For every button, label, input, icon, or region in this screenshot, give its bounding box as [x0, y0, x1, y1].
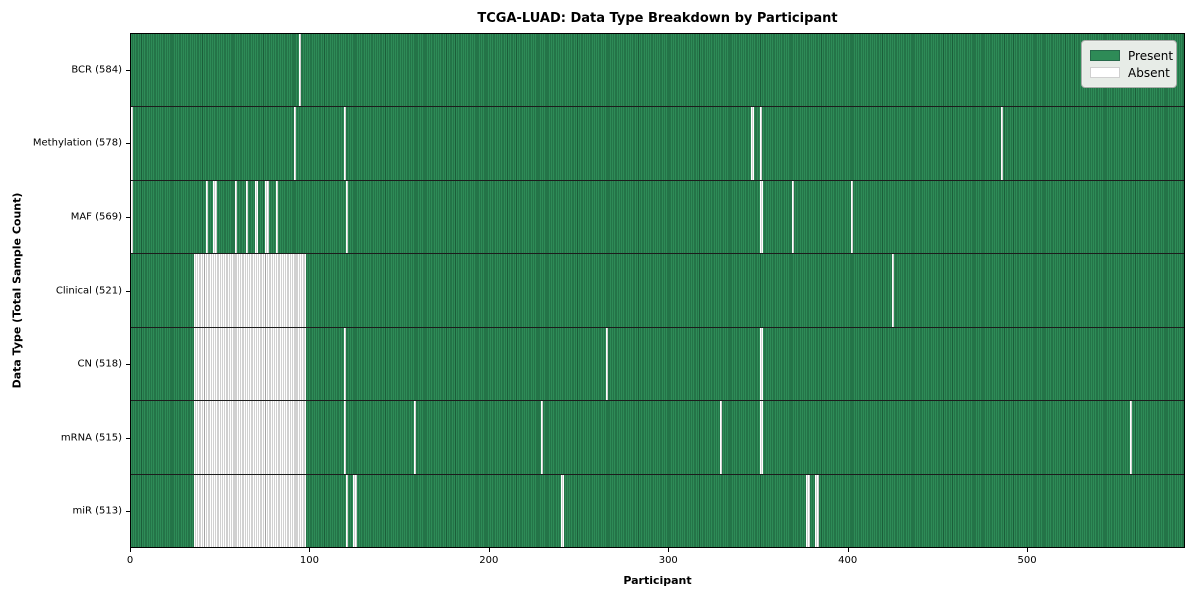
chart-title: TCGA-LUAD: Data Type Breakdown by Partic… — [477, 11, 838, 26]
y-tick-mark — [126, 511, 130, 513]
absent-segment — [759, 401, 764, 474]
absent-segment — [750, 107, 755, 180]
absent-segment — [541, 401, 544, 474]
absent-segment — [850, 180, 853, 254]
x-tick-mark — [130, 548, 131, 552]
legend-entry-present: Present — [1090, 47, 1173, 64]
absent-segment — [791, 180, 794, 254]
plot-area — [130, 33, 1185, 548]
absent-segment — [344, 107, 347, 180]
y-tick-label-maf: MAF (569) — [70, 211, 122, 223]
absent-segment — [254, 180, 259, 254]
absent-segment — [759, 107, 762, 180]
absent-segment — [131, 107, 133, 180]
y-tick-mark — [126, 290, 130, 292]
x-tick-label-0: 0 — [126, 555, 134, 566]
heatmap-row-bcr — [131, 34, 1184, 108]
y-tick-mark — [126, 216, 130, 218]
absent-segment — [213, 180, 217, 254]
legend-label: Present — [1128, 48, 1174, 63]
x-tick-label-400: 400 — [838, 555, 858, 566]
absent-segment — [892, 254, 895, 327]
absent-segment — [720, 401, 723, 474]
x-tick-label-100: 100 — [299, 555, 319, 566]
absent-segment — [345, 474, 348, 547]
absent-segment — [234, 180, 237, 254]
x-tick-label-300: 300 — [658, 555, 678, 566]
y-tick-label-mrna: mRNA (515) — [60, 432, 122, 444]
absent-segment — [605, 327, 608, 401]
x-tick-mark — [668, 548, 670, 552]
y-tick-mark — [126, 364, 130, 366]
absent-segment — [815, 474, 819, 547]
absent-segment — [193, 327, 307, 401]
absent-segment — [759, 327, 764, 401]
y-tick-label-mir: miR (513) — [72, 505, 122, 517]
absent-segment — [293, 107, 296, 180]
legend: Present Absent — [1081, 40, 1177, 88]
absent-segment — [245, 180, 248, 254]
absent-segment — [299, 34, 302, 107]
absent-segment — [344, 401, 347, 474]
heatmap-row-methylation — [131, 107, 1184, 181]
y-tick-label-cn: CN (518) — [77, 358, 122, 370]
x-tick-mark — [309, 548, 311, 552]
absent-segment — [345, 180, 348, 254]
x-tick-mark — [1027, 548, 1029, 552]
y-tick-label-clinical: Clinical (521) — [55, 285, 122, 296]
legend-swatch-absent — [1090, 67, 1120, 78]
x-axis-label: Participant — [623, 574, 692, 587]
heatmap-row-maf — [131, 180, 1184, 255]
absent-segment — [806, 474, 810, 547]
absent-segment — [353, 474, 357, 547]
absent-segment — [206, 180, 209, 254]
y-tick-mark — [126, 143, 130, 145]
legend-entry-absent: Absent — [1090, 64, 1170, 81]
absent-segment — [344, 327, 347, 401]
absent-segment — [193, 401, 307, 474]
y-tick-label-methylation: Methylation (578) — [32, 137, 122, 149]
absent-segment — [413, 401, 416, 474]
absent-segment — [193, 474, 307, 547]
x-tick-label-200: 200 — [479, 555, 499, 566]
y-tick-mark — [126, 437, 130, 439]
x-tick-label-500: 500 — [1017, 555, 1037, 566]
legend-label: Absent — [1128, 65, 1170, 80]
absent-segment — [1130, 401, 1133, 474]
heatmap-row-mrna — [131, 401, 1184, 475]
absent-segment — [265, 180, 269, 254]
y-tick-mark — [126, 69, 130, 71]
absent-segment — [560, 474, 565, 547]
heatmap-row-cn — [131, 327, 1184, 402]
absent-segment — [276, 180, 279, 254]
absent-segment — [759, 180, 764, 254]
heatmap-row-mir — [131, 474, 1184, 547]
heatmap-row-clinical — [131, 254, 1184, 328]
x-tick-mark — [847, 548, 849, 552]
absent-segment — [131, 180, 133, 254]
y-tick-label-bcr: BCR (584) — [71, 64, 122, 76]
x-tick-mark — [488, 548, 490, 552]
absent-segment — [193, 254, 307, 327]
legend-swatch-present — [1090, 50, 1120, 61]
absent-segment — [1001, 107, 1004, 180]
